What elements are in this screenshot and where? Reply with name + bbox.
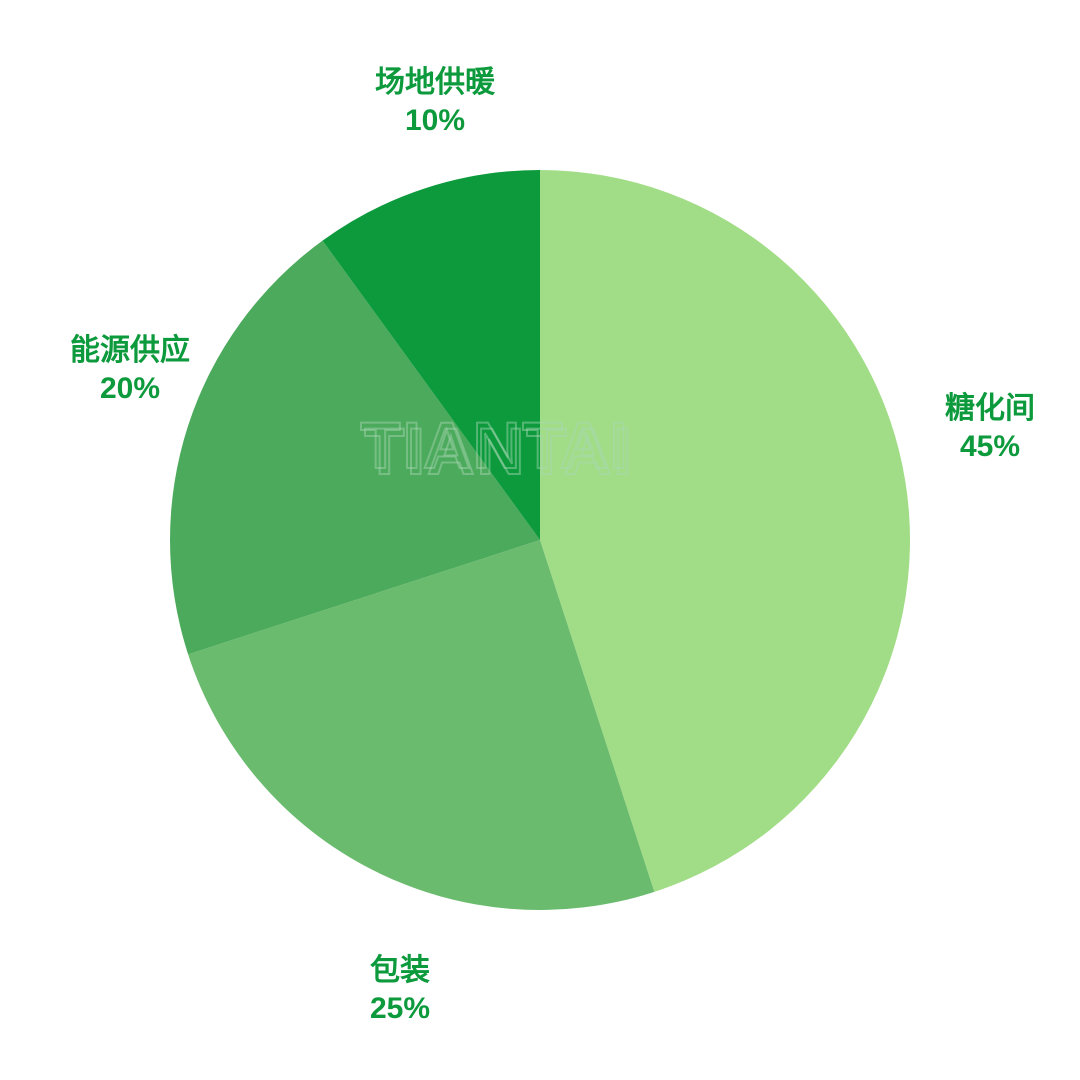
pie-chart: TIANTAI TIANTAI 糖化间 45% 包装 25% 能源供应 20% 场地供暖 10… [0,0,1080,1080]
pie-slices [170,170,910,910]
slice-name-label: 能源供应 [70,333,190,367]
slice-name-label: 包装 [370,953,430,987]
slice-name-label: 场地供暖 [375,66,496,99]
slice-name-label: 糖化间 [945,392,1035,425]
slice-percent-label: 45% [960,430,1020,463]
slice-percent-label: 10% [405,104,465,137]
watermark-text: TIANTAI [360,408,629,482]
slice-percent-label: 25% [370,992,430,1025]
slice-percent-label: 20% [100,372,160,405]
watermark: TIANTAI TIANTAI [360,408,633,488]
